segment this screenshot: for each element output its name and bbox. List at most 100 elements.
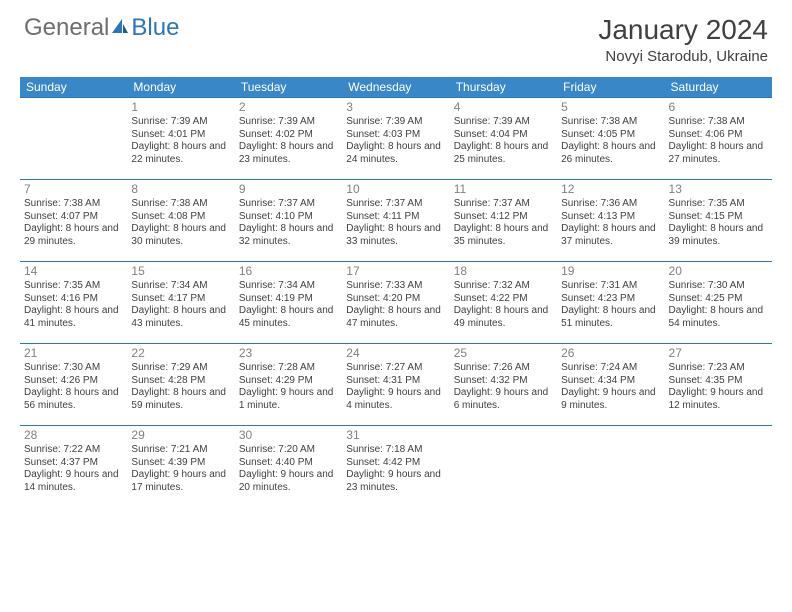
calendar-cell [20,98,127,180]
calendar-row: 14Sunrise: 7:35 AMSunset: 4:16 PMDayligh… [20,262,772,344]
day-number: 10 [346,182,445,197]
day-info: Sunrise: 7:29 AMSunset: 4:28 PMDaylight:… [131,362,230,412]
day-info: Sunrise: 7:39 AMSunset: 4:02 PMDaylight:… [239,116,338,166]
logo-text-blue: Blue [131,14,179,42]
calendar-cell [450,426,557,508]
calendar-cell: 14Sunrise: 7:35 AMSunset: 4:16 PMDayligh… [20,262,127,344]
calendar-cell: 26Sunrise: 7:24 AMSunset: 4:34 PMDayligh… [557,344,664,426]
day-number: 19 [561,264,660,279]
calendar-cell: 21Sunrise: 7:30 AMSunset: 4:26 PMDayligh… [20,344,127,426]
day-info: Sunrise: 7:34 AMSunset: 4:17 PMDaylight:… [131,280,230,330]
day-number: 30 [239,428,338,443]
weekday-header: Monday [127,77,234,98]
day-number: 8 [131,182,230,197]
calendar-cell: 22Sunrise: 7:29 AMSunset: 4:28 PMDayligh… [127,344,234,426]
day-number: 26 [561,346,660,361]
day-info: Sunrise: 7:37 AMSunset: 4:11 PMDaylight:… [346,198,445,248]
day-number: 28 [24,428,123,443]
calendar-cell: 1Sunrise: 7:39 AMSunset: 4:01 PMDaylight… [127,98,234,180]
day-number: 29 [131,428,230,443]
day-number: 16 [239,264,338,279]
weekday-header-row: SundayMondayTuesdayWednesdayThursdayFrid… [20,77,772,98]
calendar-cell: 24Sunrise: 7:27 AMSunset: 4:31 PMDayligh… [342,344,449,426]
weekday-header: Saturday [665,77,772,98]
calendar-cell: 10Sunrise: 7:37 AMSunset: 4:11 PMDayligh… [342,180,449,262]
day-number: 12 [561,182,660,197]
calendar-cell: 3Sunrise: 7:39 AMSunset: 4:03 PMDaylight… [342,98,449,180]
day-info: Sunrise: 7:27 AMSunset: 4:31 PMDaylight:… [346,362,445,412]
day-number: 7 [24,182,123,197]
calendar-row: 21Sunrise: 7:30 AMSunset: 4:26 PMDayligh… [20,344,772,426]
day-number: 15 [131,264,230,279]
day-info: Sunrise: 7:33 AMSunset: 4:20 PMDaylight:… [346,280,445,330]
day-number: 21 [24,346,123,361]
day-info: Sunrise: 7:39 AMSunset: 4:04 PMDaylight:… [454,116,553,166]
calendar-cell: 2Sunrise: 7:39 AMSunset: 4:02 PMDaylight… [235,98,342,180]
day-number: 6 [669,100,768,115]
calendar-cell: 5Sunrise: 7:38 AMSunset: 4:05 PMDaylight… [557,98,664,180]
weekday-header: Friday [557,77,664,98]
page-title: January 2024 [598,14,768,46]
day-info: Sunrise: 7:21 AMSunset: 4:39 PMDaylight:… [131,444,230,494]
calendar-cell: 25Sunrise: 7:26 AMSunset: 4:32 PMDayligh… [450,344,557,426]
calendar-cell: 19Sunrise: 7:31 AMSunset: 4:23 PMDayligh… [557,262,664,344]
day-info: Sunrise: 7:38 AMSunset: 4:05 PMDaylight:… [561,116,660,166]
day-info: Sunrise: 7:39 AMSunset: 4:01 PMDaylight:… [131,116,230,166]
weekday-header: Sunday [20,77,127,98]
day-info: Sunrise: 7:34 AMSunset: 4:19 PMDaylight:… [239,280,338,330]
calendar-cell: 18Sunrise: 7:32 AMSunset: 4:22 PMDayligh… [450,262,557,344]
day-info: Sunrise: 7:18 AMSunset: 4:42 PMDaylight:… [346,444,445,494]
calendar-cell [557,426,664,508]
calendar-cell: 7Sunrise: 7:38 AMSunset: 4:07 PMDaylight… [20,180,127,262]
day-number: 3 [346,100,445,115]
day-number: 1 [131,100,230,115]
calendar-row: 28Sunrise: 7:22 AMSunset: 4:37 PMDayligh… [20,426,772,508]
day-number: 31 [346,428,445,443]
day-info: Sunrise: 7:26 AMSunset: 4:32 PMDaylight:… [454,362,553,412]
day-info: Sunrise: 7:39 AMSunset: 4:03 PMDaylight:… [346,116,445,166]
calendar-row: 7Sunrise: 7:38 AMSunset: 4:07 PMDaylight… [20,180,772,262]
header: GeneralBlue January 2024 Novyi Starodub,… [0,0,792,71]
calendar-cell: 6Sunrise: 7:38 AMSunset: 4:06 PMDaylight… [665,98,772,180]
day-info: Sunrise: 7:36 AMSunset: 4:13 PMDaylight:… [561,198,660,248]
calendar-cell: 9Sunrise: 7:37 AMSunset: 4:10 PMDaylight… [235,180,342,262]
calendar-row: 1Sunrise: 7:39 AMSunset: 4:01 PMDaylight… [20,98,772,180]
weekday-header: Wednesday [342,77,449,98]
day-number: 4 [454,100,553,115]
day-number: 2 [239,100,338,115]
day-info: Sunrise: 7:23 AMSunset: 4:35 PMDaylight:… [669,362,768,412]
day-info: Sunrise: 7:35 AMSunset: 4:16 PMDaylight:… [24,280,123,330]
calendar-body: 1Sunrise: 7:39 AMSunset: 4:01 PMDaylight… [20,98,772,508]
day-info: Sunrise: 7:38 AMSunset: 4:06 PMDaylight:… [669,116,768,166]
day-number: 13 [669,182,768,197]
logo-sail-icon [110,14,130,42]
calendar-cell [665,426,772,508]
calendar-cell: 12Sunrise: 7:36 AMSunset: 4:13 PMDayligh… [557,180,664,262]
day-info: Sunrise: 7:37 AMSunset: 4:10 PMDaylight:… [239,198,338,248]
calendar-cell: 16Sunrise: 7:34 AMSunset: 4:19 PMDayligh… [235,262,342,344]
day-info: Sunrise: 7:38 AMSunset: 4:07 PMDaylight:… [24,198,123,248]
day-number: 14 [24,264,123,279]
calendar-cell: 29Sunrise: 7:21 AMSunset: 4:39 PMDayligh… [127,426,234,508]
day-info: Sunrise: 7:22 AMSunset: 4:37 PMDaylight:… [24,444,123,494]
calendar-cell: 28Sunrise: 7:22 AMSunset: 4:37 PMDayligh… [20,426,127,508]
day-number: 9 [239,182,338,197]
calendar-cell: 31Sunrise: 7:18 AMSunset: 4:42 PMDayligh… [342,426,449,508]
day-number: 27 [669,346,768,361]
weekday-header: Thursday [450,77,557,98]
day-number: 5 [561,100,660,115]
calendar-cell: 27Sunrise: 7:23 AMSunset: 4:35 PMDayligh… [665,344,772,426]
calendar-cell: 17Sunrise: 7:33 AMSunset: 4:20 PMDayligh… [342,262,449,344]
calendar-cell: 30Sunrise: 7:20 AMSunset: 4:40 PMDayligh… [235,426,342,508]
day-number: 17 [346,264,445,279]
weekday-header: Tuesday [235,77,342,98]
day-info: Sunrise: 7:35 AMSunset: 4:15 PMDaylight:… [669,198,768,248]
location-label: Novyi Starodub, Ukraine [598,48,768,65]
calendar-cell: 15Sunrise: 7:34 AMSunset: 4:17 PMDayligh… [127,262,234,344]
day-info: Sunrise: 7:30 AMSunset: 4:26 PMDaylight:… [24,362,123,412]
calendar-table: SundayMondayTuesdayWednesdayThursdayFrid… [20,77,772,508]
day-number: 20 [669,264,768,279]
calendar-cell: 23Sunrise: 7:28 AMSunset: 4:29 PMDayligh… [235,344,342,426]
logo: GeneralBlue [24,14,179,42]
day-number: 18 [454,264,553,279]
